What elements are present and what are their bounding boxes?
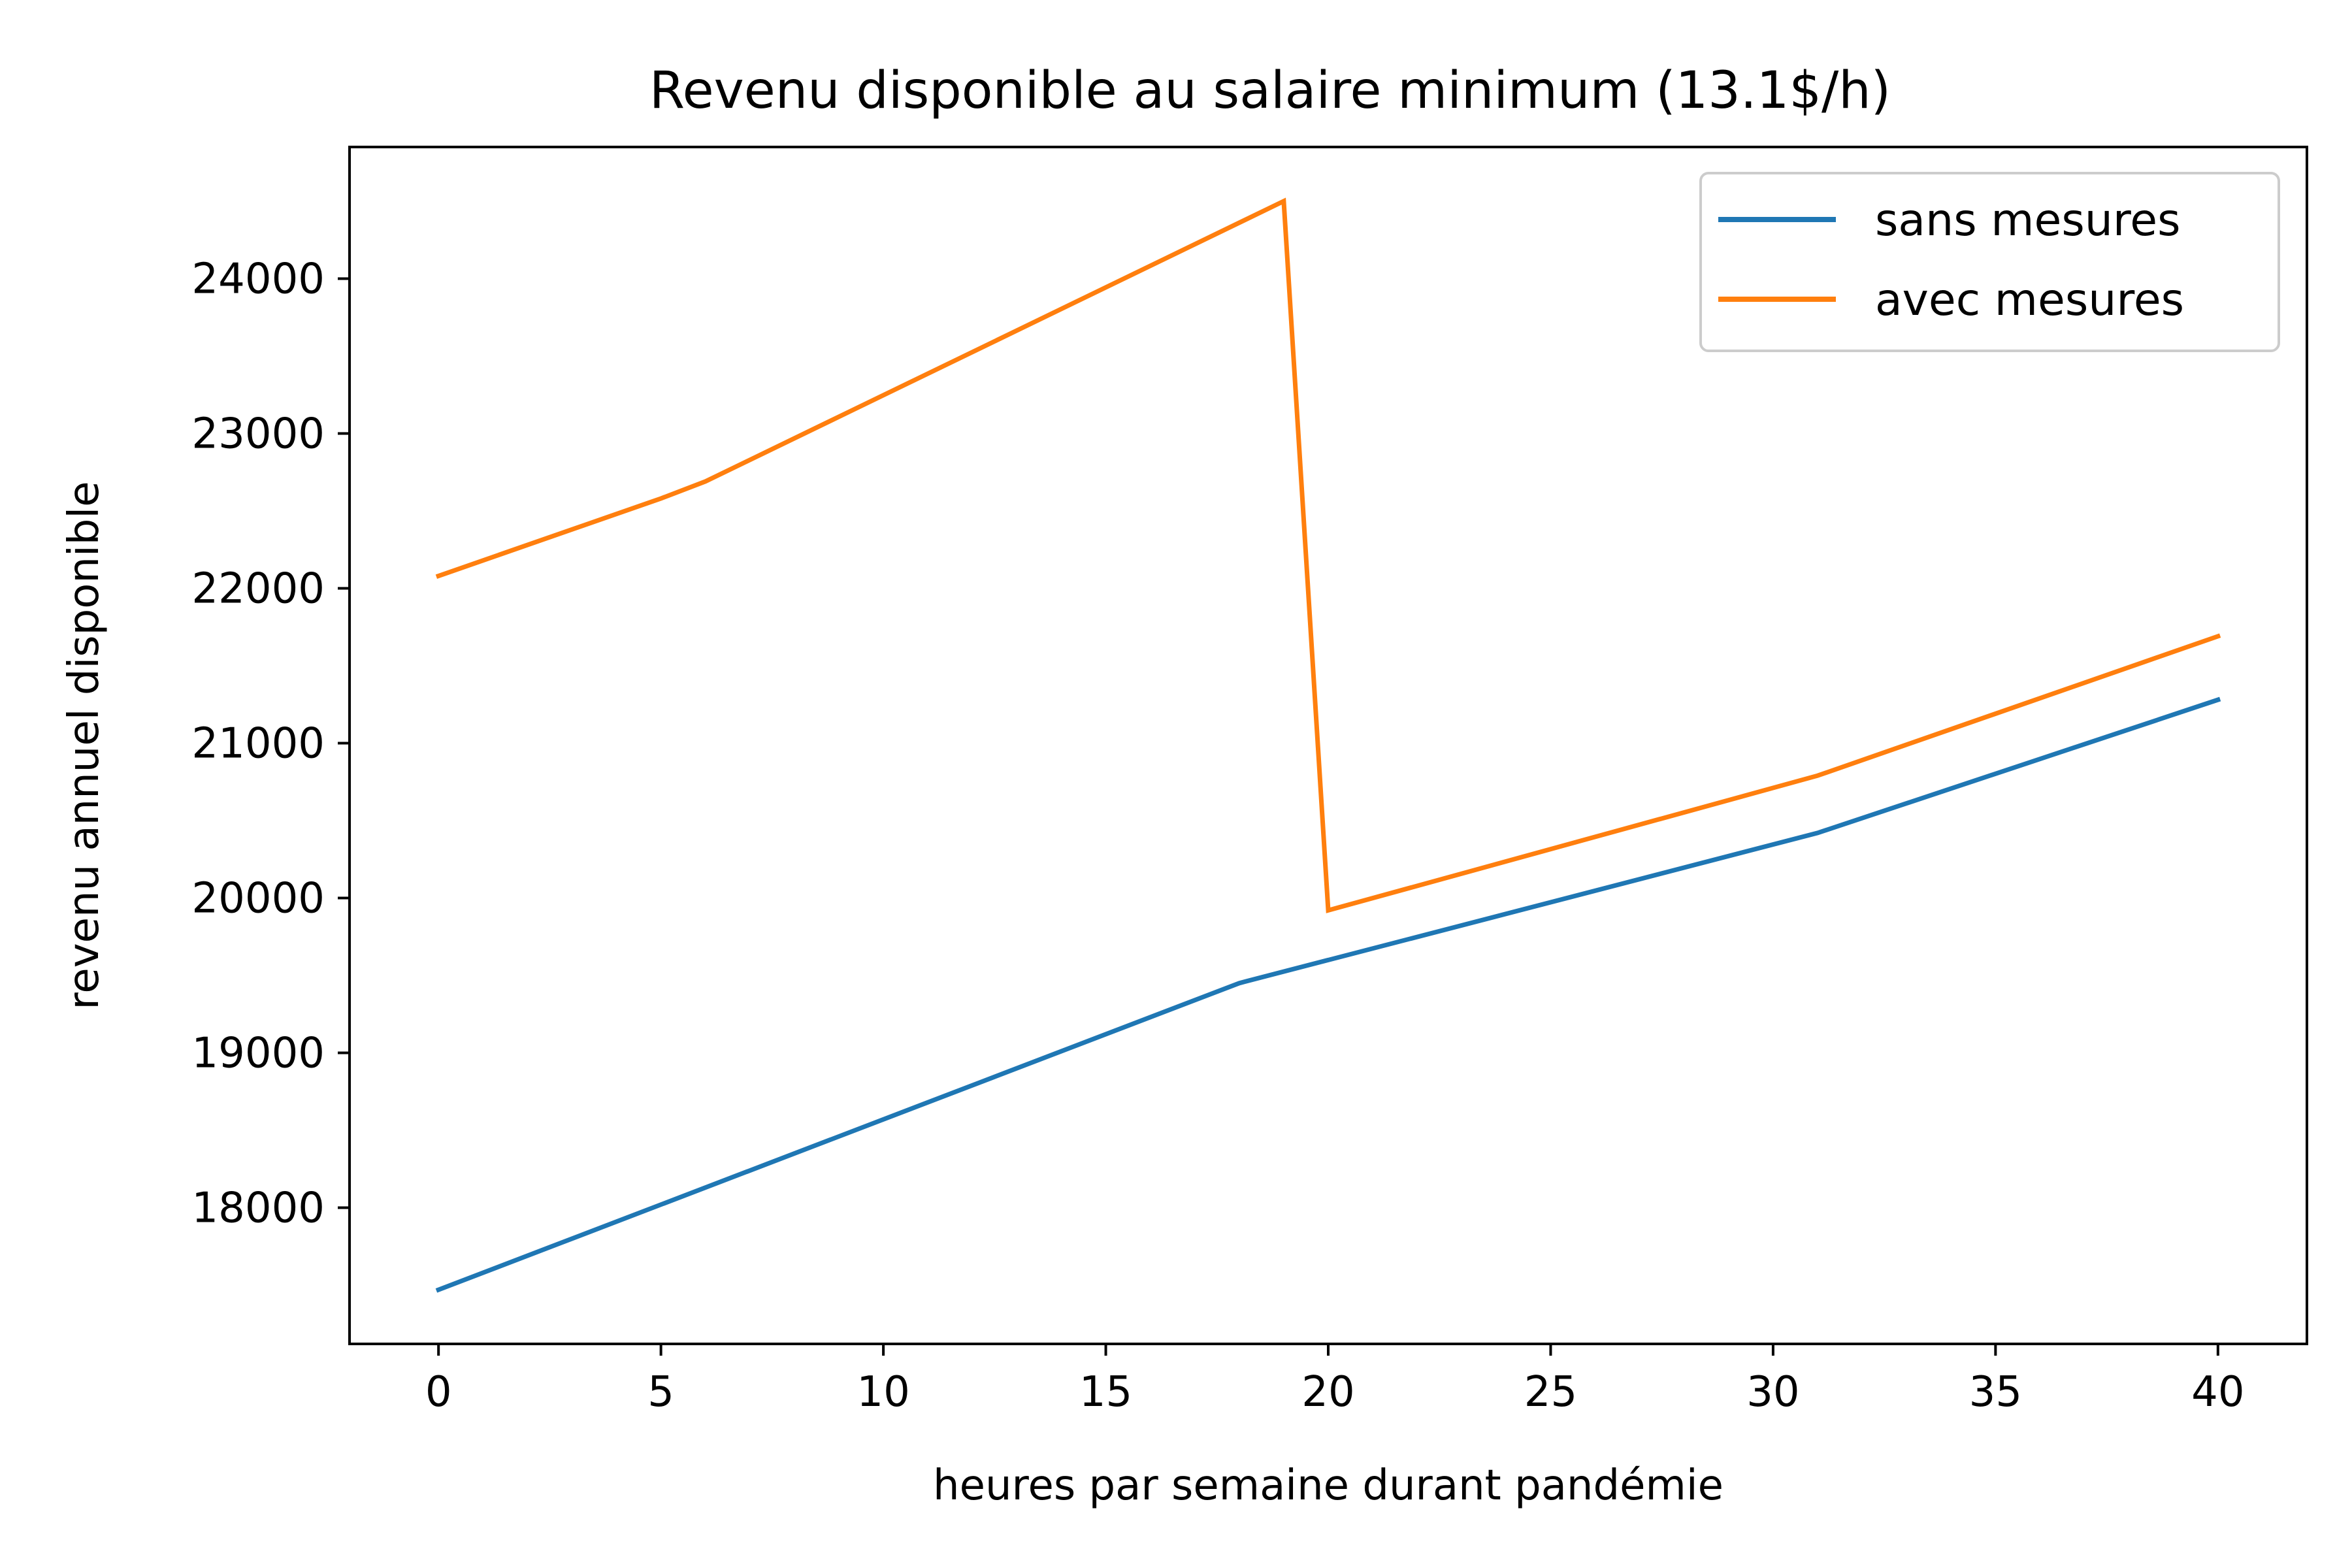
- x-axis-ticks: 0 5 10 15 20 25 30 35 40: [425, 1344, 2245, 1416]
- legend: sans mesures avec mesures: [1699, 172, 2280, 352]
- y-tick-label: 23000: [191, 410, 325, 458]
- legend-label-avec-mesures: avec mesures: [1875, 274, 2184, 326]
- legend-label-sans-mesures: sans mesures: [1875, 195, 2181, 246]
- series-line-0: [435, 696, 2221, 1293]
- legend-box: [1699, 172, 2280, 352]
- y-tick-label: 21000: [191, 719, 325, 768]
- y-axis-ticks: 18000 19000 20000 21000 22000 23000 24000: [191, 255, 350, 1232]
- x-tick-label: 10: [857, 1368, 909, 1416]
- x-axis-label: heures par semaine durant pandémie: [933, 1462, 1723, 1510]
- x-tick-label: 15: [1079, 1368, 1132, 1416]
- x-tick-label: 25: [1524, 1368, 1577, 1416]
- x-tick-label: 20: [1301, 1368, 1354, 1416]
- y-tick-label: 22000: [191, 564, 325, 613]
- chart-title: Revenu disponible au salaire minimum (13…: [649, 61, 1891, 120]
- x-tick-label: 0: [425, 1368, 452, 1416]
- y-tick-label: 18000: [191, 1184, 325, 1232]
- x-tick-label: 30: [1746, 1368, 1799, 1416]
- y-tick-label: 20000: [191, 874, 325, 923]
- series-line-1: [435, 197, 2221, 913]
- y-tick-label: 19000: [191, 1029, 325, 1077]
- y-tick-label: 24000: [191, 255, 325, 303]
- plot-frame: [348, 146, 2308, 1345]
- series-lines: [435, 197, 2221, 1293]
- x-tick-label: 40: [2191, 1368, 2244, 1416]
- y-axis-label: revenu annuel disponible: [60, 481, 108, 1009]
- x-tick-label: 5: [647, 1368, 674, 1416]
- x-tick-label: 35: [1969, 1368, 2022, 1416]
